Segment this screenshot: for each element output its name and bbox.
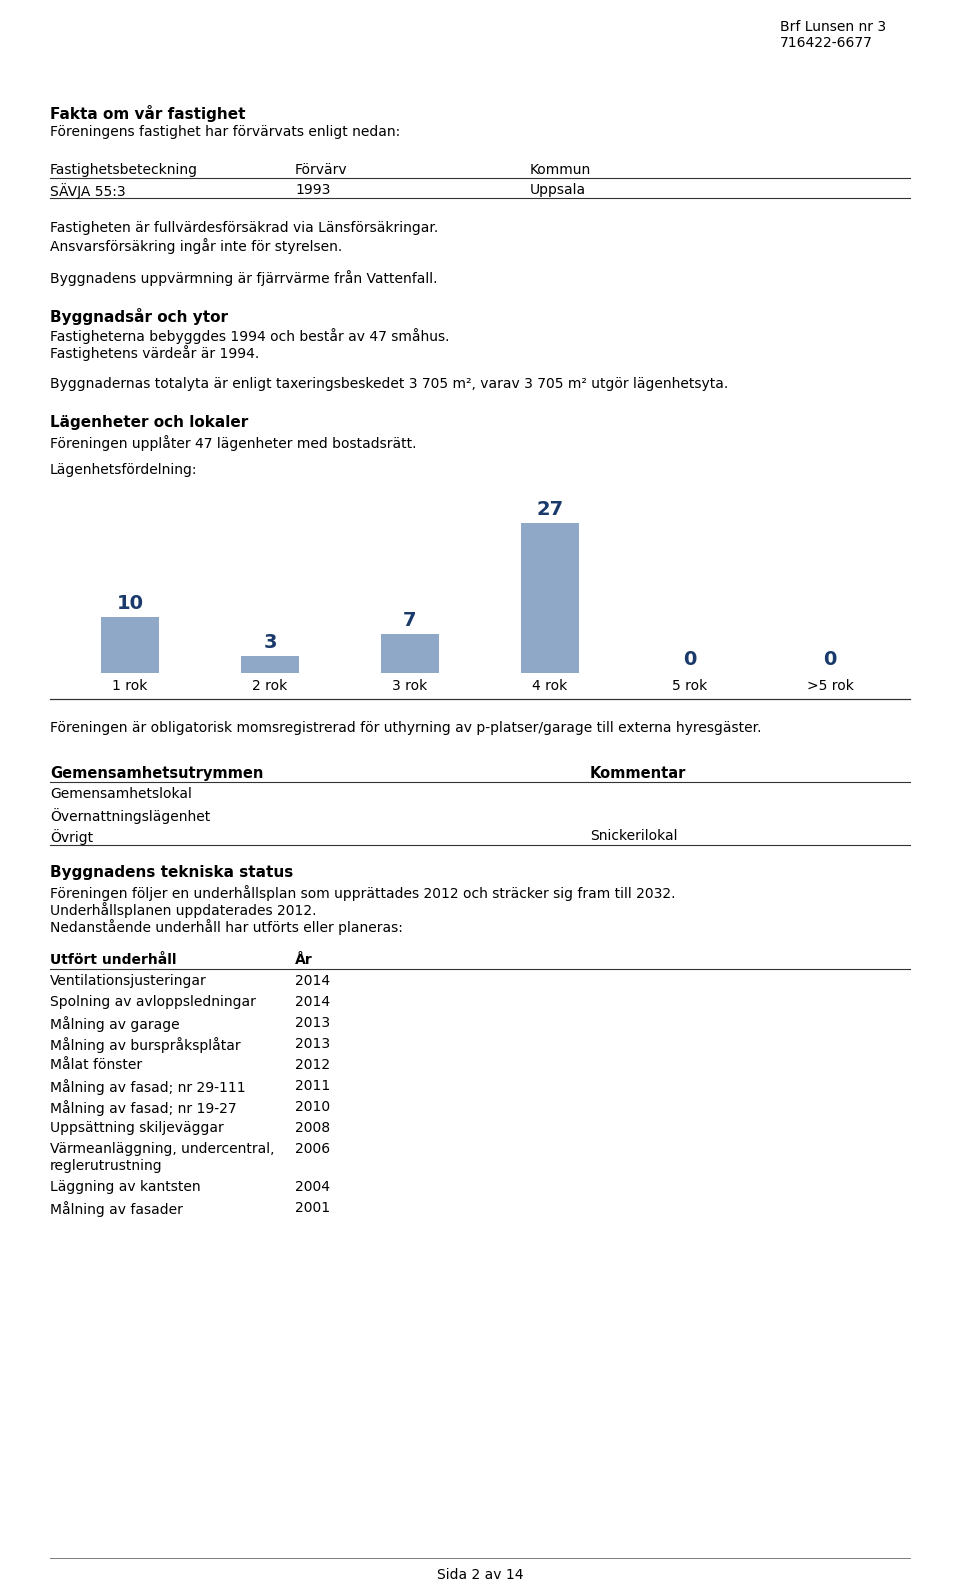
Text: Uppsättning skiljeväggar: Uppsättning skiljeväggar: [50, 1120, 224, 1135]
Text: Byggnadens tekniska status: Byggnadens tekniska status: [50, 865, 293, 881]
Text: Spolning av avloppsledningar: Spolning av avloppsledningar: [50, 995, 256, 1009]
Text: Målning av fasader: Målning av fasader: [50, 1201, 182, 1217]
Text: 2010: 2010: [295, 1100, 330, 1114]
Text: Nedanstående underhåll har utförts eller planeras:: Nedanstående underhåll har utförts eller…: [50, 919, 403, 935]
Text: 2008: 2008: [295, 1120, 330, 1135]
Text: Snickerilokal: Snickerilokal: [590, 828, 678, 843]
Text: 2014: 2014: [295, 974, 330, 989]
Text: Gemensamhetsutrymmen: Gemensamhetsutrymmen: [50, 767, 263, 781]
Text: 10: 10: [116, 595, 143, 614]
Text: Föreningen följer en underhållsplan som upprättades 2012 och sträcker sig fram t: Föreningen följer en underhållsplan som …: [50, 886, 676, 901]
Text: 3: 3: [263, 633, 276, 652]
Text: Föreningens fastighet har förvärvats enligt nedan:: Föreningens fastighet har förvärvats enl…: [50, 125, 400, 140]
Text: Målning av burspråksplåtar: Målning av burspråksplåtar: [50, 1036, 241, 1052]
Text: Byggnadens uppvärmning är fjärrvärme från Vattenfall.: Byggnadens uppvärmning är fjärrvärme frå…: [50, 270, 438, 286]
Text: Gemensamhetslokal: Gemensamhetslokal: [50, 787, 192, 801]
Text: Utfört underhåll: Utfört underhåll: [50, 954, 177, 966]
Text: Målning av garage: Målning av garage: [50, 1016, 180, 1032]
Text: 3 rok: 3 rok: [393, 679, 427, 694]
Text: reglerutrustning: reglerutrustning: [50, 1159, 162, 1173]
Text: 0: 0: [684, 651, 697, 670]
Text: Läggning av kantsten: Läggning av kantsten: [50, 1181, 201, 1193]
Text: Underhållsplanen uppdaterades 2012.: Underhållsplanen uppdaterades 2012.: [50, 901, 317, 917]
Text: Föreningen är obligatorisk momsregistrerad för uthyrning av p-platser/garage til: Föreningen är obligatorisk momsregistrer…: [50, 720, 761, 735]
Text: Lägenheter och lokaler: Lägenheter och lokaler: [50, 414, 249, 430]
Bar: [380, 635, 440, 673]
Text: Föreningen upplåter 47 lägenheter med bostadsrätt.: Föreningen upplåter 47 lägenheter med bo…: [50, 435, 417, 451]
Text: >5 rok: >5 rok: [806, 679, 853, 694]
Text: SÄVJA 55:3: SÄVJA 55:3: [50, 183, 126, 198]
Text: Fastigheterna bebyggdes 1994 och består av 47 småhus.: Fastigheterna bebyggdes 1994 och består …: [50, 329, 449, 344]
Text: 2014: 2014: [295, 995, 330, 1009]
Text: Fastigheten är fullvärdesförsäkrad via Länsförsäkringar.: Fastigheten är fullvärdesförsäkrad via L…: [50, 221, 439, 235]
Text: Målning av fasad; nr 19-27: Målning av fasad; nr 19-27: [50, 1100, 236, 1116]
Text: 2011: 2011: [295, 1079, 330, 1093]
Text: 2004: 2004: [295, 1181, 330, 1193]
Text: 2006: 2006: [295, 1143, 330, 1155]
Text: Lägenhetsfördelning:: Lägenhetsfördelning:: [50, 463, 198, 478]
Text: 7: 7: [403, 611, 417, 630]
Text: Värmeanläggning, undercentral,: Värmeanläggning, undercentral,: [50, 1143, 275, 1155]
Text: 716422-6677: 716422-6677: [780, 37, 873, 51]
Bar: [520, 524, 580, 673]
Text: År: År: [295, 954, 313, 966]
Text: Övrigt: Övrigt: [50, 828, 93, 844]
Text: 2 rok: 2 rok: [252, 679, 288, 694]
Text: Övernattningslägenhet: Övernattningslägenhet: [50, 808, 210, 824]
Text: 2012: 2012: [295, 1059, 330, 1071]
Text: Ventilationsjusteringar: Ventilationsjusteringar: [50, 974, 206, 989]
Text: 2013: 2013: [295, 1016, 330, 1030]
Text: Fakta om vår fastighet: Fakta om vår fastighet: [50, 105, 246, 122]
Text: Byggnadsår och ytor: Byggnadsår och ytor: [50, 308, 228, 325]
Text: 1993: 1993: [295, 183, 330, 197]
Text: 0: 0: [824, 651, 837, 670]
Text: 5 rok: 5 rok: [672, 679, 708, 694]
Text: Ansvarsförsäkring ingår inte för styrelsen.: Ansvarsförsäkring ingår inte för styrels…: [50, 238, 343, 254]
Text: Uppsala: Uppsala: [530, 183, 587, 197]
Text: Förvärv: Förvärv: [295, 163, 348, 178]
Text: Kommentar: Kommentar: [590, 767, 686, 781]
Text: 27: 27: [537, 500, 564, 519]
Text: Fastighetens värdeår är 1994.: Fastighetens värdeår är 1994.: [50, 344, 259, 360]
Text: Fastighetsbeteckning: Fastighetsbeteckning: [50, 163, 198, 178]
Text: 4 rok: 4 rok: [533, 679, 567, 694]
Text: Målning av fasad; nr 29-111: Målning av fasad; nr 29-111: [50, 1079, 246, 1095]
Text: Byggnadernas totalyta är enligt taxeringsbeskedet 3 705 m², varav 3 705 m² utgör: Byggnadernas totalyta är enligt taxering…: [50, 378, 729, 390]
Text: 2013: 2013: [295, 1036, 330, 1051]
Text: Sida 2 av 14: Sida 2 av 14: [437, 1568, 523, 1582]
Bar: [101, 617, 159, 673]
Text: Målat fönster: Målat fönster: [50, 1059, 142, 1071]
Bar: [241, 657, 300, 673]
Text: 1 rok: 1 rok: [112, 679, 148, 694]
Text: Brf Lunsen nr 3: Brf Lunsen nr 3: [780, 21, 886, 33]
Text: 2001: 2001: [295, 1201, 330, 1216]
Text: Kommun: Kommun: [530, 163, 591, 178]
